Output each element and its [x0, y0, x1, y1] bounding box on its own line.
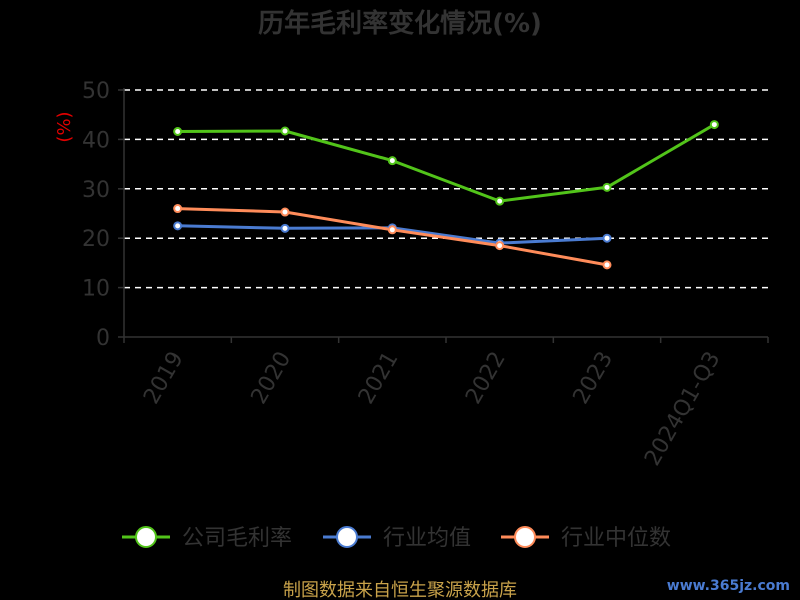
y-axis-label: (%): [54, 111, 75, 142]
legend-label: 行业均值: [383, 526, 471, 551]
legend-marker-icon: [135, 526, 157, 548]
x-tick-label: 2024Q1-Q3: [640, 348, 725, 471]
data-point[interactable]: [709, 120, 719, 130]
data-point[interactable]: [602, 260, 612, 270]
x-tick-labels: 2019 2020 2021 2022 2023 2024Q1-Q3: [139, 347, 725, 470]
data-point[interactable]: [173, 204, 183, 214]
data-point[interactable]: [387, 156, 397, 166]
y-tick-label: 20: [82, 227, 110, 252]
x-tick-label: 2020: [247, 348, 297, 409]
series-points: [173, 120, 719, 270]
y-tick-label: 30: [82, 178, 110, 203]
legend[interactable]: 公司毛利率 行业均值 行业中位数: [122, 526, 671, 551]
y-tick-label: 50: [82, 79, 110, 104]
data-point[interactable]: [173, 221, 183, 231]
data-point[interactable]: [602, 233, 612, 243]
data-point[interactable]: [495, 241, 505, 251]
source-note: 制图数据来自恒生聚源数据库: [283, 580, 517, 600]
legend-marker-icon: [336, 526, 358, 548]
data-point[interactable]: [602, 182, 612, 192]
data-point[interactable]: [280, 126, 290, 136]
y-tick-label: 10: [82, 277, 110, 302]
data-point[interactable]: [495, 196, 505, 206]
x-tick-label: 2022: [461, 347, 511, 408]
series-line-0: [177, 123, 716, 203]
series-lines: [177, 123, 716, 267]
legend-label: 行业中位数: [561, 526, 671, 551]
y-tick-labels: 0 10 20 30 40 50: [82, 79, 110, 351]
legend-marker-icon: [514, 526, 536, 548]
data-point[interactable]: [173, 126, 183, 136]
legend-item-1[interactable]: 行业均值: [323, 526, 471, 551]
data-point[interactable]: [280, 207, 290, 217]
series-line-2: [177, 207, 608, 267]
axes: [118, 88, 769, 343]
y-tick-label: 0: [96, 326, 110, 351]
x-tick-label: 2021: [354, 348, 404, 409]
x-tick-label: 2023: [569, 348, 619, 409]
y-tick-label: 40: [82, 128, 110, 153]
gridlines: [124, 89, 768, 289]
legend-item-2[interactable]: 行业中位数: [501, 526, 671, 551]
watermark: www.365jz.com: [667, 578, 790, 594]
data-point[interactable]: [280, 223, 290, 233]
x-tick-label: 2019: [139, 348, 189, 409]
chart-title: 历年毛利率变化情况(%): [258, 8, 542, 39]
legend-item-0[interactable]: 公司毛利率: [122, 526, 292, 551]
legend-label: 公司毛利率: [182, 526, 292, 551]
data-point[interactable]: [387, 225, 397, 235]
